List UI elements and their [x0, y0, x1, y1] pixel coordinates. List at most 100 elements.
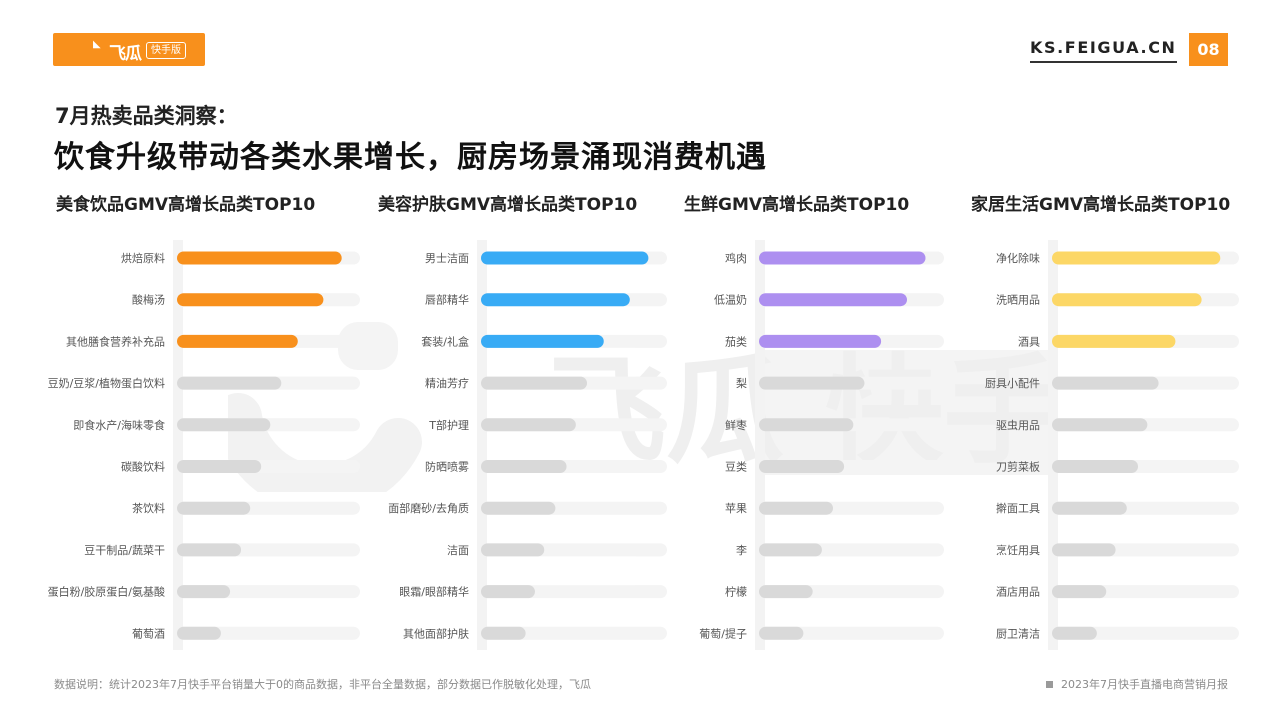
bar — [177, 585, 231, 599]
bar — [177, 501, 251, 515]
square-icon — [1046, 680, 1053, 688]
bar — [177, 460, 262, 473]
category-label: 苹果 — [725, 501, 747, 515]
bar — [1052, 460, 1139, 473]
category-label: 酒具 — [1018, 335, 1040, 348]
logo-mark-icon: ◣ — [93, 39, 101, 50]
category-label: 茄类 — [725, 334, 747, 348]
category-label: 防晒喷雾 — [425, 460, 469, 474]
category-label: 豆类 — [725, 460, 747, 474]
logo: ◣ 飞瓜 快手版 — [53, 33, 205, 66]
category-label: 李 — [736, 543, 747, 557]
logo-badge: 快手版 — [146, 42, 186, 59]
bar — [759, 376, 865, 390]
category-label: 面部磨砂/去角质 — [388, 501, 469, 515]
bar — [1052, 251, 1221, 265]
chart-axis — [755, 240, 765, 650]
bar — [1052, 293, 1202, 307]
category-label: 酸梅汤 — [132, 293, 165, 307]
category-label: 眼霜/眼部精华 — [399, 585, 469, 599]
chart-title-food: 美食饮品GMV高增长品类TOP10 — [56, 195, 316, 215]
bar — [177, 251, 342, 265]
bar — [1052, 376, 1159, 390]
category-label: 葡萄酒 — [132, 627, 165, 640]
category-label: 净化除味 — [996, 251, 1040, 265]
footer-note: 数据说明：统计2023年7月快手平台销量大于0的商品数据，非平台全量数据，部分数… — [54, 678, 591, 691]
chart-title-beauty: 美容护肤GMV高增长品类TOP10 — [378, 195, 638, 215]
bar — [481, 251, 649, 265]
bar — [177, 376, 282, 390]
category-label: 即食水产/海味零食 — [73, 418, 165, 432]
bar — [481, 501, 556, 515]
bar — [481, 376, 588, 390]
category-label: 碳酸饮料 — [121, 460, 165, 474]
bar — [1052, 334, 1176, 348]
category-label: 洗晒用品 — [996, 294, 1040, 307]
bar — [177, 293, 324, 307]
bar — [481, 543, 545, 557]
bar — [481, 626, 526, 640]
category-label: 梨 — [736, 376, 747, 390]
category-label: 烘焙原料 — [121, 251, 165, 265]
category-label: 擀面工具 — [996, 501, 1040, 515]
bar — [177, 418, 271, 432]
site-url[interactable]: KS.FEIGUA.CN — [1030, 38, 1177, 63]
category-label: 厨卫清洁 — [996, 627, 1040, 640]
bar — [1052, 543, 1116, 557]
bar-track — [1052, 626, 1239, 640]
category-label: 刀剪菜板 — [996, 460, 1040, 474]
category-label: T部护理 — [428, 418, 469, 432]
category-label: 驱虫用品 — [996, 419, 1040, 432]
category-label: 套装/礼盒 — [421, 334, 469, 348]
bar — [759, 334, 882, 348]
bar — [481, 460, 567, 473]
category-label: 洁面 — [447, 544, 469, 557]
category-label: 其他面部护肤 — [403, 626, 469, 640]
category-label: 豆奶/豆浆/植物蛋白饮料 — [48, 376, 165, 390]
page-subtitle: 7月热卖品类洞察： — [55, 104, 238, 128]
bar-track — [177, 626, 360, 640]
bar — [759, 293, 907, 307]
bar — [177, 334, 298, 348]
category-label: 葡萄/提子 — [699, 627, 747, 640]
bar — [177, 543, 242, 557]
bar — [759, 501, 833, 515]
category-label: 鸡肉 — [725, 251, 747, 265]
bar — [759, 543, 822, 557]
footer-source-text: 2023年7月快手直播电商营销月报 — [1061, 678, 1228, 691]
bar — [759, 626, 804, 640]
footer-source: 2023年7月快手直播电商营销月报 — [1046, 676, 1228, 692]
category-label: 鲜枣 — [725, 418, 747, 432]
bar-track — [481, 626, 667, 640]
page-number: 08 — [1189, 33, 1228, 66]
bar — [481, 585, 535, 599]
bar — [759, 585, 813, 599]
chart-title-fresh: 生鲜GMV高增长品类TOP10 — [684, 195, 910, 215]
category-label: 烹饪用具 — [996, 543, 1040, 557]
chart-title-home: 家居生活GMV高增长品类TOP10 — [971, 195, 1231, 215]
category-label: 豆干制品/蔬菜干 — [84, 544, 165, 557]
bar — [481, 418, 576, 432]
bar — [1052, 501, 1127, 515]
category-label: 厨具小配件 — [985, 377, 1040, 390]
category-label: 唇部精华 — [425, 293, 469, 307]
category-label: 茶饮料 — [132, 501, 165, 515]
bar — [759, 418, 854, 432]
category-label: 精油芳疗 — [425, 376, 469, 390]
category-label: 其他膳食营养补充品 — [66, 334, 165, 348]
category-label: 男士洁面 — [425, 252, 469, 265]
bar — [1052, 626, 1097, 640]
bar — [1052, 585, 1107, 599]
category-label: 低温奶 — [714, 293, 747, 307]
bar — [481, 334, 604, 348]
bar — [481, 293, 630, 307]
category-label: 蛋白粉/胶原蛋白/氨基酸 — [48, 585, 165, 599]
chart-axis — [1048, 240, 1058, 650]
chart-axis — [173, 240, 183, 650]
chart-food: 烘焙原料酸梅汤其他膳食营养补充品豆奶/豆浆/植物蛋白饮料即食水产/海味零食碳酸饮… — [48, 240, 360, 650]
category-label: 酒店用品 — [996, 585, 1040, 599]
bar — [177, 626, 221, 640]
